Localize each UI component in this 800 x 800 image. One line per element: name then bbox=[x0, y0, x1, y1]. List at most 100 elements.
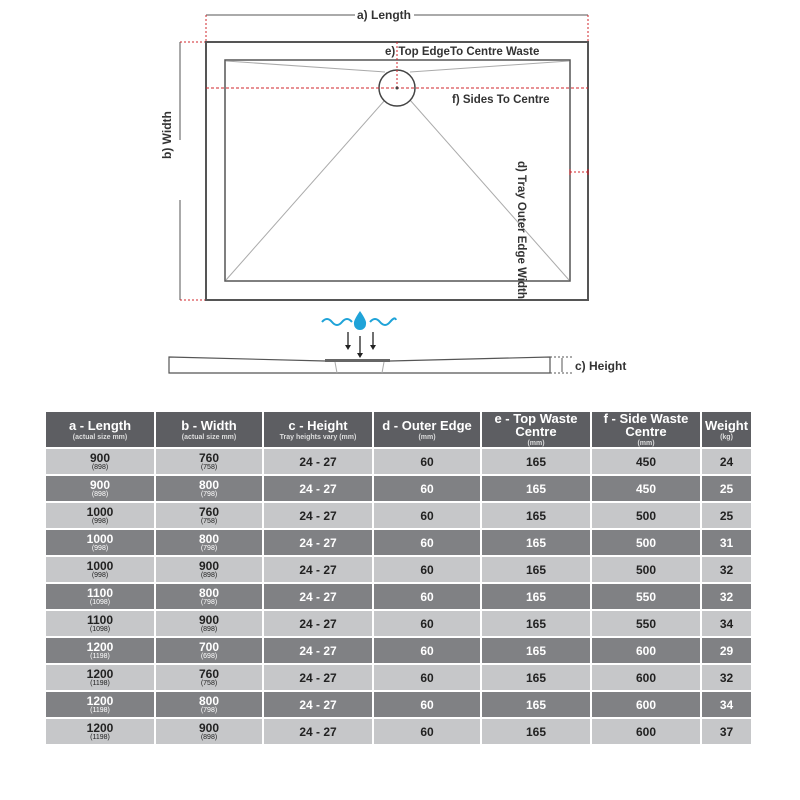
top-waste-cell: 165 bbox=[480, 690, 592, 719]
length-value: 1100 bbox=[86, 585, 114, 600]
width-actual: (798) bbox=[200, 706, 218, 714]
length-cell: 1200 (1198) bbox=[44, 717, 156, 746]
side-waste-cell: 600 bbox=[590, 690, 702, 719]
size-specification-table: a - Length (actual size mm) b - Width (actu… bbox=[44, 410, 753, 746]
width-cell: 800 (798) bbox=[154, 690, 264, 719]
height-cell: 24 - 27 bbox=[262, 609, 374, 638]
side-waste-cell: 450 bbox=[590, 474, 702, 503]
outer-edge-cell: 60 bbox=[372, 474, 482, 503]
width-value: 760 bbox=[198, 666, 220, 681]
table-row: 1100 (1098) 800 (798) 24 - 27 60 165 550 32 bbox=[44, 582, 753, 611]
column-header: a - Length (actual size mm) bbox=[44, 410, 156, 449]
height-cell: 24 - 27 bbox=[262, 717, 374, 746]
sides-label: f) Sides To Centre bbox=[452, 94, 550, 106]
length-value: 1200 bbox=[86, 639, 114, 654]
table-row: 1200 (1198) 800 (798) 24 - 27 60 165 600 34 bbox=[44, 690, 753, 719]
length-cell: 1000 (998) bbox=[44, 528, 156, 557]
width-value: 760 bbox=[198, 450, 220, 465]
width-actual: (898) bbox=[200, 733, 218, 741]
side-waste-cell: 500 bbox=[590, 555, 702, 584]
weight-cell: 32 bbox=[700, 663, 753, 692]
width-actual: (758) bbox=[200, 679, 218, 687]
table-row: 1000 (998) 800 (798) 24 - 27 60 165 500 31 bbox=[44, 528, 753, 557]
outer-edge-cell: 60 bbox=[372, 663, 482, 692]
width-cell: 800 (798) bbox=[154, 528, 264, 557]
length-value: 1200 bbox=[86, 693, 114, 708]
length-actual: (1198) bbox=[90, 652, 110, 660]
length-actual: (998) bbox=[91, 517, 109, 525]
table-header-row: a - Length (actual size mm) b - Width (actu… bbox=[44, 410, 753, 449]
weight-cell: 34 bbox=[700, 609, 753, 638]
outer-edge-cell: 60 bbox=[372, 447, 482, 476]
outer-edge-label: d) Tray Outer Edge Width bbox=[515, 161, 527, 299]
table-row: 1000 (998) 760 (758) 24 - 27 60 165 500 25 bbox=[44, 501, 753, 530]
width-cell: 800 (798) bbox=[154, 474, 264, 503]
outer-edge-cell: 60 bbox=[372, 582, 482, 611]
height-cell: 24 - 27 bbox=[262, 555, 374, 584]
width-value: 900 bbox=[198, 612, 220, 627]
width-actual: (698) bbox=[200, 652, 218, 660]
width-value: 700 bbox=[198, 639, 220, 654]
length-cell: 1200 (1198) bbox=[44, 636, 156, 665]
side-waste-cell: 500 bbox=[590, 501, 702, 530]
length-dimension: a) Length bbox=[205, 8, 589, 42]
height-cell: 24 - 27 bbox=[262, 528, 374, 557]
length-cell: 1000 (998) bbox=[44, 555, 156, 584]
column-header: e - Top Waste Centre (mm) bbox=[480, 410, 592, 449]
top-waste-cell: 165 bbox=[480, 447, 592, 476]
table-row: 1200 (1198) 900 (898) 24 - 27 60 165 600 37 bbox=[44, 717, 753, 746]
length-actual: (998) bbox=[91, 571, 109, 579]
weight-cell: 32 bbox=[700, 555, 753, 584]
header-title: e - Top Waste Centre bbox=[494, 411, 578, 439]
length-actual: (1198) bbox=[90, 706, 110, 714]
length-cell: 1000 (998) bbox=[44, 501, 156, 530]
width-cell: 900 (898) bbox=[154, 609, 264, 638]
side-waste-cell: 600 bbox=[590, 717, 702, 746]
length-actual: (998) bbox=[91, 544, 109, 552]
width-actual: (798) bbox=[200, 490, 218, 498]
table-row: 1200 (1198) 700 (698) 24 - 27 60 165 600 29 bbox=[44, 636, 753, 665]
weight-cell: 29 bbox=[700, 636, 753, 665]
width-cell: 760 (758) bbox=[154, 501, 264, 530]
width-value: 800 bbox=[198, 531, 220, 546]
width-actual: (758) bbox=[200, 463, 218, 471]
height-cell: 24 - 27 bbox=[262, 447, 374, 476]
table-row: 1200 (1198) 760 (758) 24 - 27 60 165 600 32 bbox=[44, 663, 753, 692]
side-waste-cell: 500 bbox=[590, 528, 702, 557]
width-value: 800 bbox=[198, 477, 220, 492]
outer-edge-cell: 60 bbox=[372, 501, 482, 530]
column-header: f - Side Waste Centre (mm) bbox=[590, 410, 702, 449]
width-actual: (758) bbox=[200, 517, 218, 525]
length-value: 1000 bbox=[86, 504, 114, 519]
tray-side-profile: c) Height bbox=[168, 356, 626, 374]
length-value: 900 bbox=[89, 477, 111, 492]
height-cell: 24 - 27 bbox=[262, 501, 374, 530]
length-value: 900 bbox=[89, 450, 111, 465]
header-title: c - Height bbox=[288, 417, 348, 433]
top-waste-cell: 165 bbox=[480, 636, 592, 665]
weight-cell: 37 bbox=[700, 717, 753, 746]
shower-tray-diagram: a) Length b) Width e) Top EdgeTo Centre … bbox=[160, 8, 626, 374]
header-unit: (actual size mm) bbox=[181, 433, 237, 441]
weight-cell: 25 bbox=[700, 474, 753, 503]
header-unit: (mm) bbox=[418, 433, 436, 441]
header-unit: (kg) bbox=[720, 433, 733, 441]
length-cell: 1200 (1198) bbox=[44, 690, 156, 719]
table-row: 1100 (1098) 900 (898) 24 - 27 60 165 550 34 bbox=[44, 609, 753, 638]
outer-edge-cell: 60 bbox=[372, 636, 482, 665]
length-actual: (1098) bbox=[89, 625, 111, 633]
length-actual: (898) bbox=[91, 463, 109, 471]
column-header: d - Outer Edge (mm) bbox=[372, 410, 482, 449]
tray-top-view: e) Top EdgeTo Centre Waste f) Sides To C… bbox=[205, 41, 589, 301]
header-title: Weight bbox=[704, 417, 749, 433]
height-cell: 24 - 27 bbox=[262, 636, 374, 665]
width-value: 800 bbox=[198, 585, 220, 600]
width-cell: 760 (758) bbox=[154, 447, 264, 476]
width-actual: (798) bbox=[200, 598, 218, 606]
length-cell: 900 (898) bbox=[44, 447, 156, 476]
outer-edge-cell: 60 bbox=[372, 609, 482, 638]
height-label: c) Height bbox=[575, 359, 626, 373]
length-value: 1200 bbox=[86, 720, 114, 735]
length-cell: 1100 (1098) bbox=[44, 582, 156, 611]
length-cell: 1200 (1198) bbox=[44, 663, 156, 692]
